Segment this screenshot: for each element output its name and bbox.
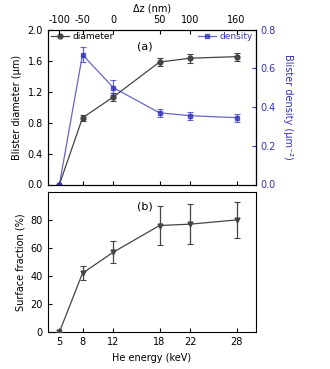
- Text: (b): (b): [137, 202, 153, 212]
- Y-axis label: Blister density (μm⁻²): Blister density (μm⁻²): [283, 54, 293, 160]
- Legend: density: density: [198, 32, 253, 41]
- Y-axis label: Blister diameter (μm): Blister diameter (μm): [12, 55, 22, 159]
- X-axis label: Δz (nm): Δz (nm): [133, 4, 171, 14]
- Legend: diameter: diameter: [50, 32, 114, 41]
- Y-axis label: Surface fraction (%): Surface fraction (%): [15, 213, 25, 311]
- Text: (a): (a): [137, 42, 153, 52]
- X-axis label: He energy (keV): He energy (keV): [112, 352, 191, 362]
